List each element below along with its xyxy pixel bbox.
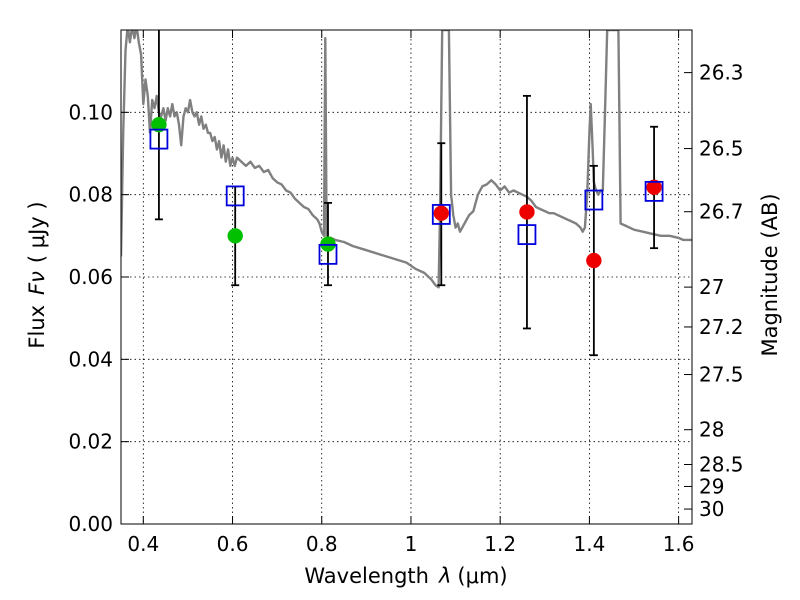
axis-ticks: 0.4 0.6 0.8 1 1.2 1.4 1.6 0.00 0.02 0.04 0.06 0.08 0… — [68, 30, 744, 556]
model-square-marker — [517, 224, 537, 245]
y-axis-label: FluxFν( μJy ) — [25, 201, 49, 348]
model-square-marker — [644, 180, 664, 202]
y-tick-label: 0.06 — [68, 265, 113, 289]
y-tick-label: 0.04 — [68, 347, 113, 371]
model-square-marker — [225, 185, 245, 207]
mag-tick-label: 27 — [699, 275, 724, 299]
mag-tick-label: 26.3 — [699, 61, 744, 85]
y-tick-label: 0.00 — [68, 512, 113, 536]
mag-tick-label: 29 — [699, 474, 724, 498]
y-tick-label: 0.08 — [68, 183, 113, 207]
model-spectrum — [121, 30, 692, 289]
x-tick-label: 0.6 — [217, 532, 249, 556]
observed-circle-marker — [586, 252, 602, 269]
spectrum-line — [121, 30, 692, 289]
mag-tick-label: 26.5 — [699, 137, 744, 161]
x-tick-label: 1.2 — [484, 532, 516, 556]
x-axis-label: Wavelength λ (μm) — [304, 564, 507, 588]
mag-tick-label: 26.7 — [699, 200, 744, 224]
data-markers — [149, 116, 664, 269]
x-tick-label: 1.4 — [573, 532, 605, 556]
model-square-marker — [149, 128, 169, 150]
model-square-marker — [318, 243, 338, 265]
y2-axis-label: Magnitude (AB) — [758, 193, 782, 356]
mag-tick-label: 28 — [699, 418, 724, 442]
observed-circle-marker — [227, 228, 243, 244]
model-square-marker — [584, 189, 604, 211]
mag-tick-label: 28.5 — [699, 452, 744, 476]
observed-circle-marker — [433, 205, 450, 221]
x-tick-label: 0.8 — [306, 532, 338, 556]
observed-circle-marker — [151, 116, 167, 133]
model-square-marker — [431, 204, 451, 225]
observed-circle-marker — [646, 179, 662, 196]
error-bars — [154, 30, 659, 357]
y-tick-label: 0.10 — [68, 100, 113, 124]
mag-tick-label: 27.2 — [699, 315, 744, 339]
y-tick-label: 0.02 — [68, 430, 113, 454]
x-tick-label: 1 — [405, 532, 418, 556]
observed-circle-marker — [519, 204, 535, 220]
mag-tick-label: 30 — [699, 497, 724, 521]
x-tick-label: 0.4 — [127, 532, 159, 556]
mag-tick-label: 27.5 — [699, 363, 744, 387]
x-tick-label: 1.6 — [663, 532, 695, 556]
